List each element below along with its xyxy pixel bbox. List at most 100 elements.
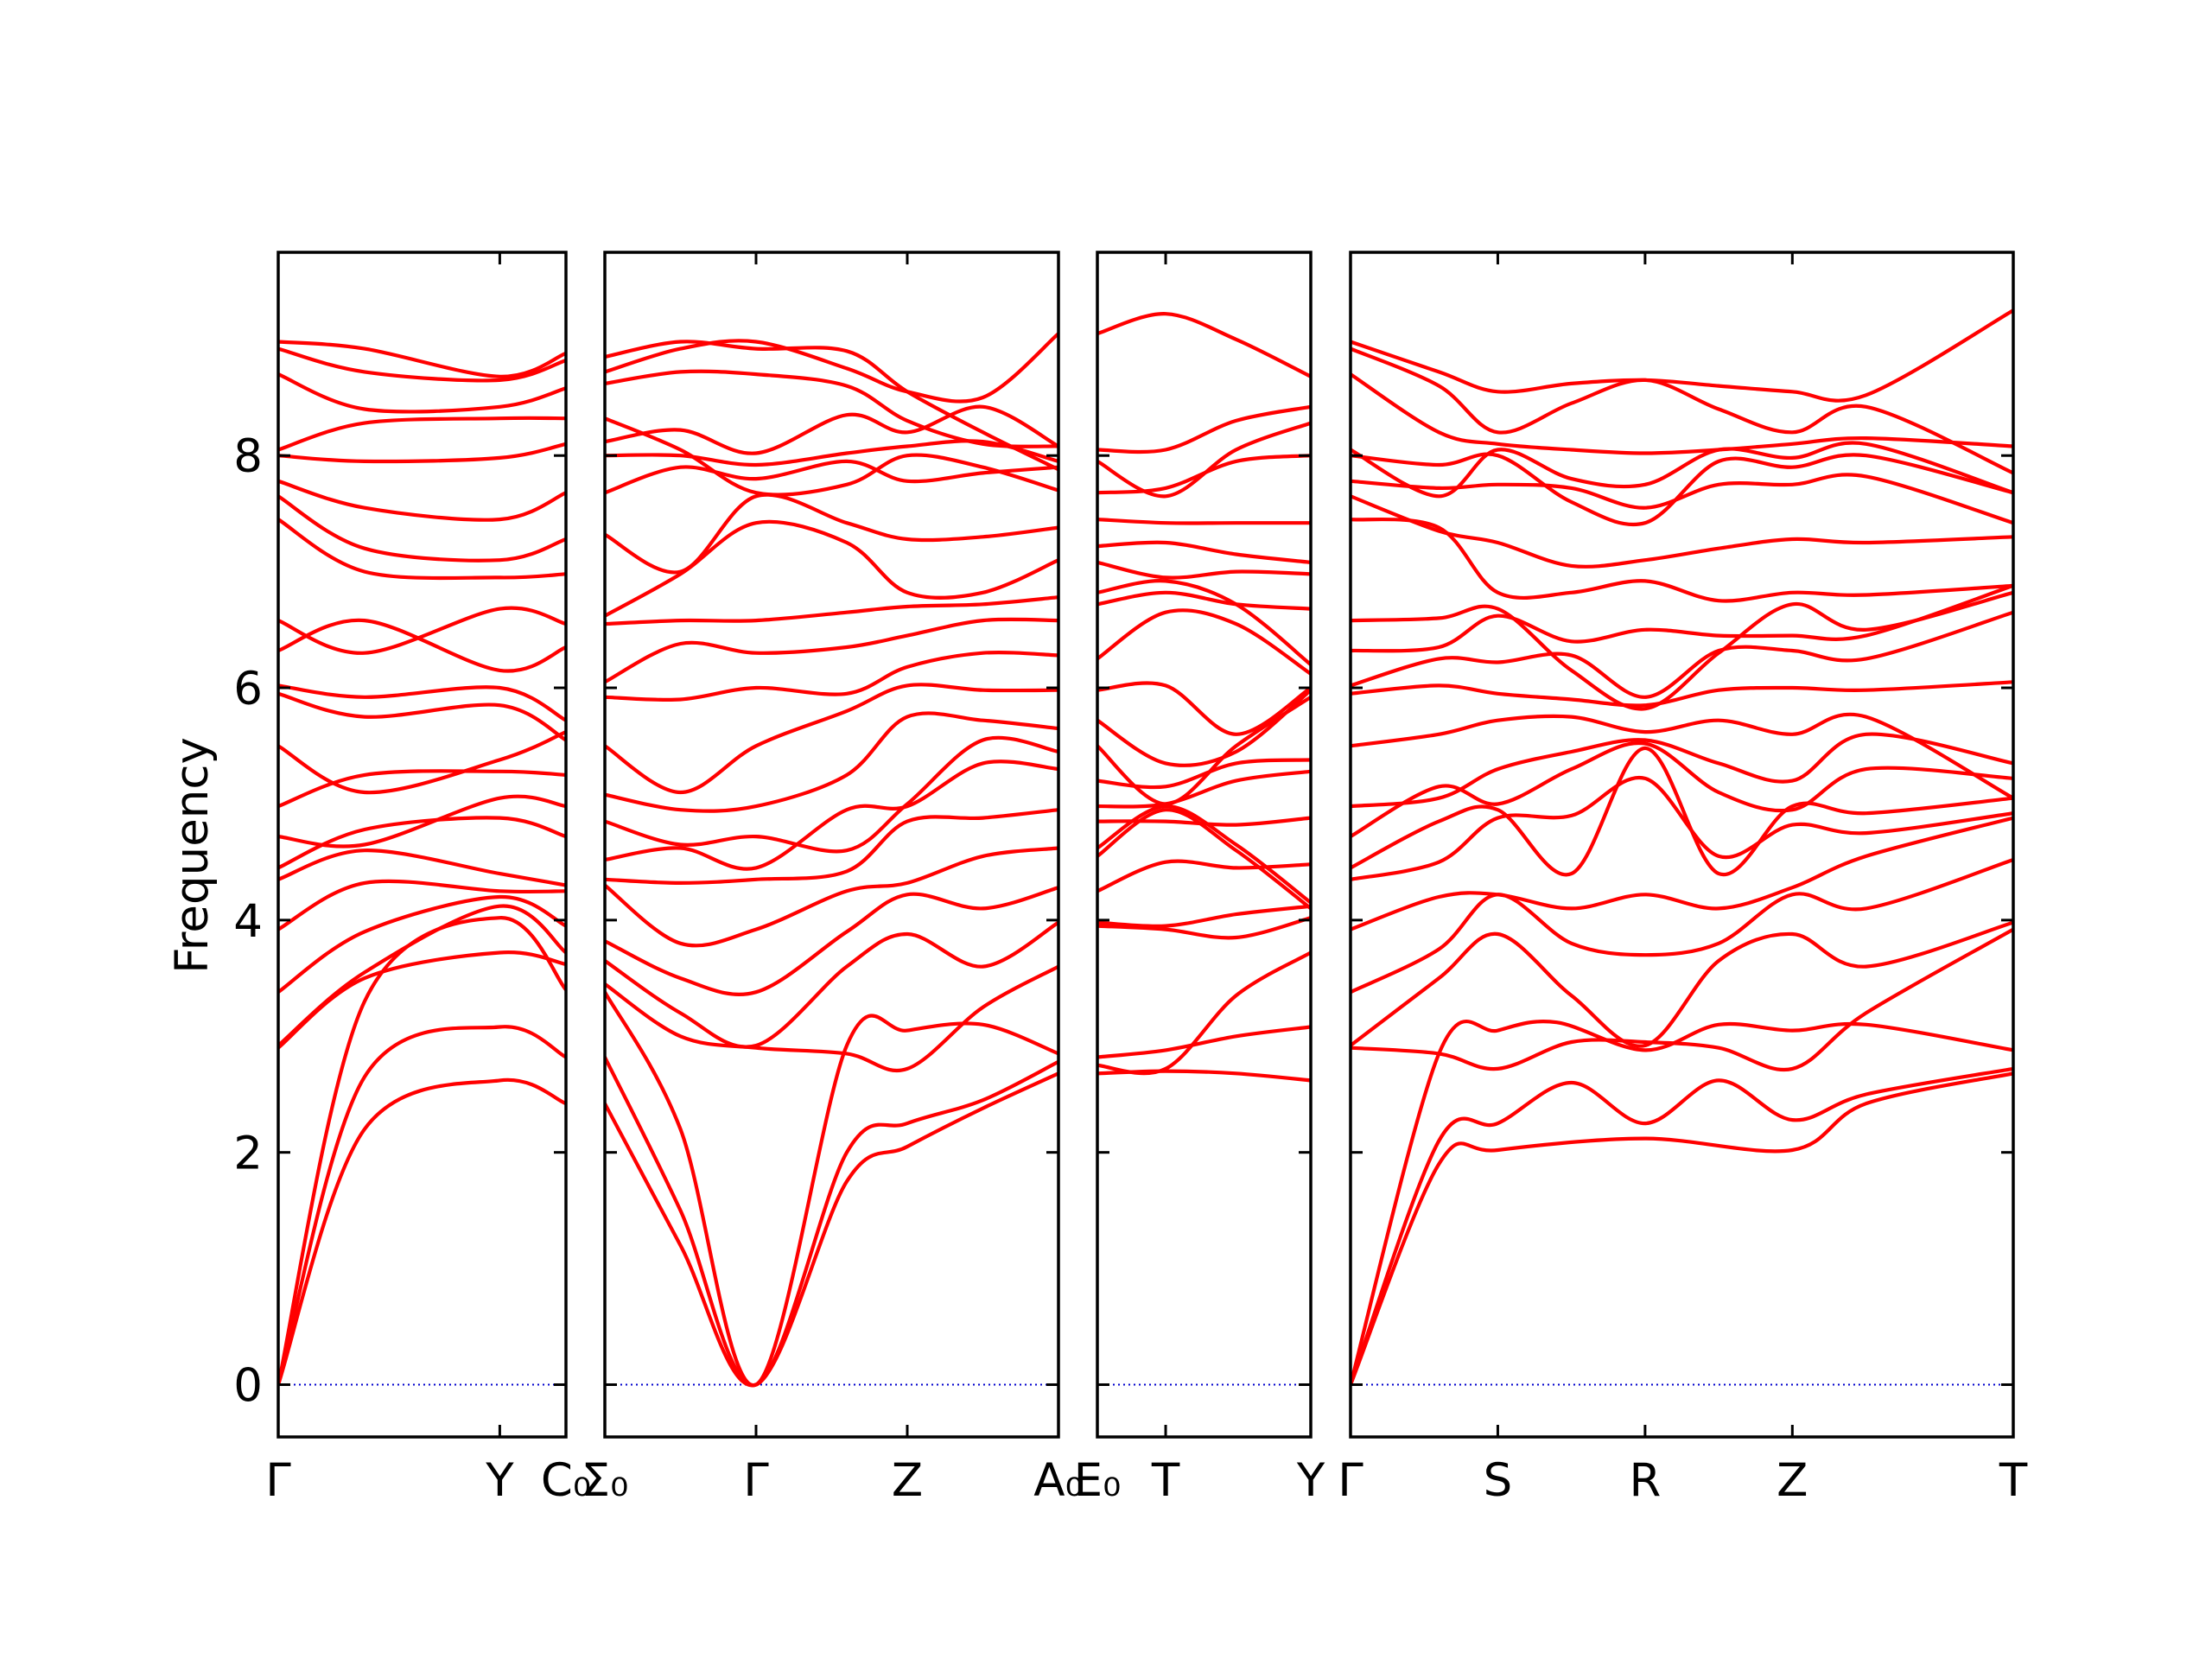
phonon-band [1097, 688, 1311, 767]
phonon-band [1097, 312, 1311, 378]
x-tick-label: Z [1777, 1454, 1808, 1507]
band-lines [605, 332, 1058, 1388]
phonon-band [605, 964, 1058, 1073]
phonon-band [278, 1025, 566, 1387]
phonon-band [278, 691, 566, 742]
panel-1: Γ Y C₀ [265, 251, 591, 1507]
phonon-band [605, 1055, 1058, 1387]
phonon-band [605, 369, 1058, 448]
panel-frame [603, 251, 1060, 1439]
phonon-band [605, 808, 1058, 885]
phonon-band [1097, 404, 1311, 454]
phonon-band [1097, 904, 1311, 929]
y-tick-label: 6 [233, 663, 263, 715]
phonon-band [278, 769, 566, 809]
phonon-band [1097, 804, 1311, 905]
phonon-band [1351, 473, 2013, 525]
phonon-band [605, 617, 1058, 684]
y-axis-label: Frequency [166, 737, 219, 974]
band-lines [278, 340, 566, 1387]
phonon-band [278, 340, 566, 378]
phonon-band [278, 816, 566, 870]
phonon-band [1351, 610, 2013, 699]
phonon-band [1351, 517, 2013, 603]
x-tick-label: Σ₀ [582, 1454, 629, 1507]
phonon-band [1097, 681, 1311, 736]
x-tick-label: Γ [265, 1454, 291, 1507]
panel-frame [1349, 251, 2015, 1439]
phonon-band [605, 340, 1058, 472]
phonon-band [1351, 441, 2013, 499]
phonon-band [605, 595, 1058, 626]
phonon-band [278, 894, 566, 995]
phonon-band [1097, 769, 1311, 809]
phonon-band [278, 618, 566, 673]
phonon-band [1351, 372, 2013, 455]
x-tick-label: Γ [1338, 1454, 1363, 1507]
phonon-band [1097, 590, 1311, 611]
phonon-band [1097, 608, 1311, 676]
phonon-band [1351, 1066, 2013, 1387]
phonon-band [1351, 857, 2013, 995]
y-tick-label: 8 [233, 430, 263, 483]
phonon-band [605, 920, 1058, 1049]
x-tick-label: T [1999, 1454, 2028, 1507]
phonon-band [278, 416, 566, 452]
phonon-band [278, 879, 566, 931]
phonon-band [605, 519, 1058, 618]
phonon-band [1351, 775, 2013, 881]
phonon-band [1351, 680, 2013, 708]
phonon-band [1097, 758, 1311, 790]
phonon-band [605, 711, 1058, 813]
phonon-band [278, 494, 566, 563]
phonon-band [1097, 421, 1311, 499]
phonon-band [1097, 579, 1311, 667]
phonon-band [278, 794, 566, 849]
phonon-band [605, 683, 1058, 795]
phonon-band [1097, 859, 1311, 893]
x-tick-label: T [1151, 1454, 1180, 1507]
phonon-band [605, 990, 1058, 1388]
x-tick-label: Z [892, 1454, 923, 1507]
phonon-band [605, 846, 1058, 948]
panel-3: E₀ T Y [1074, 251, 1325, 1507]
phonon-band [278, 442, 566, 464]
phonon-band [1351, 346, 2013, 475]
x-tick-label: Y [1296, 1454, 1325, 1507]
band-lines [1351, 308, 2013, 1387]
phonon-band [605, 332, 1058, 404]
phonon-band [1351, 816, 2013, 931]
phonon-band [605, 735, 1058, 854]
x-tick-label: Y [485, 1454, 514, 1507]
panel-2: Σ₀ Γ Z A₀ [582, 251, 1084, 1507]
phonon-band [605, 886, 1058, 997]
phonon-band [1097, 916, 1311, 940]
phonon-band [1351, 732, 2013, 809]
phonon-band [278, 916, 566, 1387]
panel-frame [1096, 251, 1313, 1439]
x-tick-label: S [1484, 1454, 1513, 1507]
phonon-band [605, 416, 1058, 497]
phonon-band [1351, 494, 2013, 569]
phonon-band [278, 683, 566, 722]
y-tick-label: 0 [233, 1360, 263, 1413]
panel-frame [276, 251, 568, 1439]
phonon-band [605, 1071, 1058, 1388]
band-lines [1097, 312, 1311, 1083]
phonon-band [278, 518, 566, 581]
phonon-band [1351, 308, 2013, 403]
phonon-band [1351, 746, 2013, 877]
phonon-band [1351, 927, 2013, 1072]
x-tick-label: Γ [743, 1454, 769, 1507]
phonon-band [1351, 920, 2013, 1048]
phonon-band [278, 730, 566, 795]
x-tick-label: E₀ [1074, 1454, 1122, 1507]
phonon-band [1351, 590, 2013, 711]
phonon-band [278, 346, 566, 383]
y-tick-label: 4 [233, 895, 263, 948]
phonon-band [1097, 560, 1311, 580]
phonon-band [1351, 1071, 2013, 1387]
x-tick-label: C₀ [541, 1454, 591, 1507]
